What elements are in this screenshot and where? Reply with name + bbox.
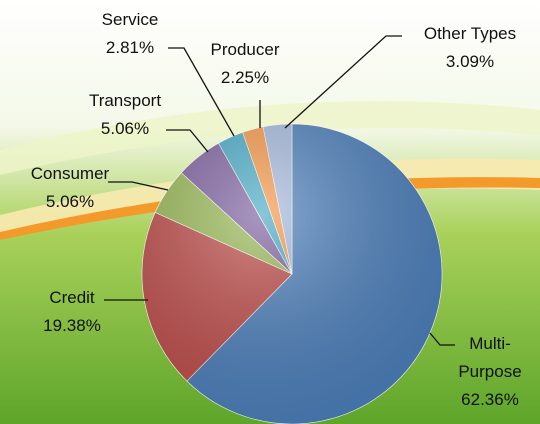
category-label: Consumer [30,164,110,183]
category-label: Multi-Purpose [458,334,522,381]
leader-line [284,35,402,129]
leader-line [108,181,169,191]
slice-label: Other Types 3.09% [405,20,535,76]
value-label: 5.06% [45,192,95,211]
leader-line [168,47,235,137]
slice-label: Multi-Purpose 62.36% [455,330,525,414]
leader-lines [104,35,455,346]
value-label: 3.09% [445,52,495,71]
slice-label: Credit 19.38% [12,284,132,340]
value-label: 5.06% [100,119,150,138]
leader-line [166,129,209,153]
pie [141,123,443,424]
slice-label: Consumer 5.06% [10,160,130,216]
leader-line [429,332,455,346]
slice-label: Service 2.81% [80,6,180,62]
category-label: Producer [210,40,280,59]
category-label: Transport [88,91,162,110]
value-label: 2.81% [105,38,155,57]
slice-label: Transport 5.06% [65,87,185,143]
value-label: 2.25% [220,68,270,87]
value-label: 62.36% [461,390,519,409]
category-label: Other Types [423,24,517,43]
category-label: Service [101,10,159,29]
category-label: Credit [49,288,95,307]
value-label: 19.38% [43,316,101,335]
background-band [0,101,540,175]
slice-label: Producer 2.25% [195,36,295,92]
